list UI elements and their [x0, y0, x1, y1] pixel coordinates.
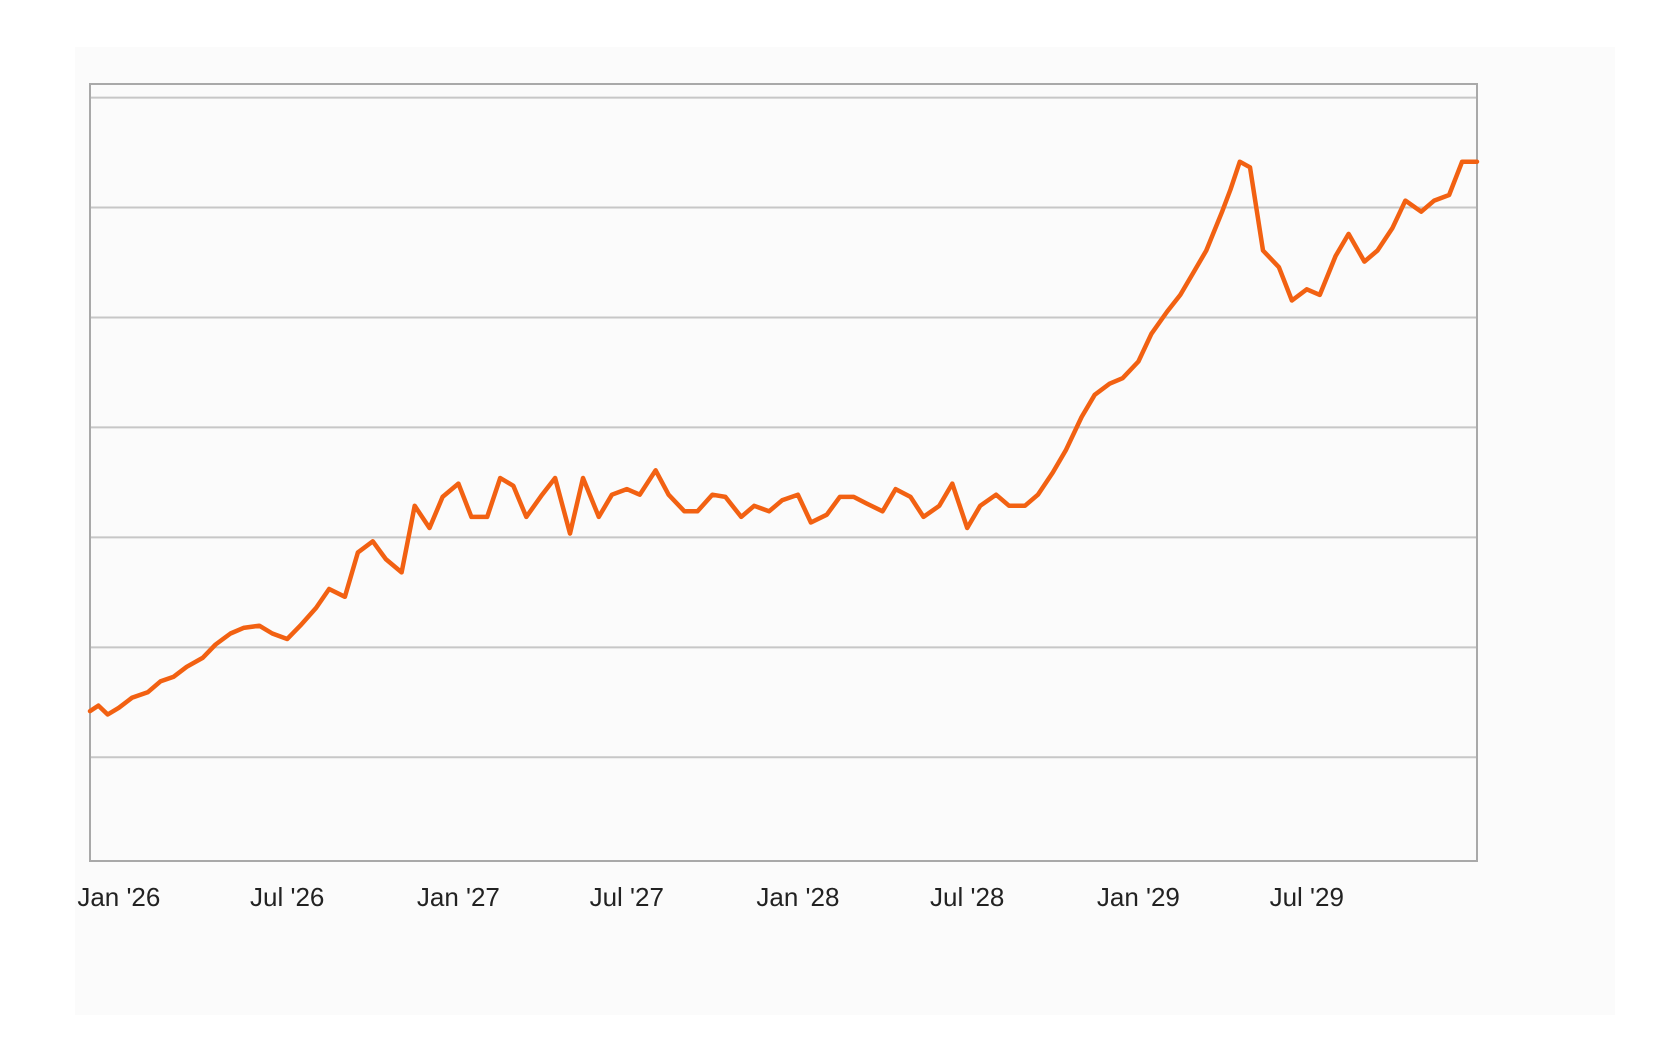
x-tick-label: Jan '26	[77, 882, 160, 912]
x-tick-label: Jul '27	[590, 882, 664, 912]
x-tick-label: Jan '29	[1097, 882, 1180, 912]
x-tick-label: Jul '29	[1270, 882, 1344, 912]
x-tick-label: Jul '26	[250, 882, 324, 912]
line-chart: Jan '26 Jul '26 Jan '27 Jul '27 Jan '28 Jul '…	[77, 83, 1480, 912]
x-tick-label: Jul '28	[930, 882, 1004, 912]
plot-frame	[89, 83, 1478, 862]
y-gridlines	[90, 96, 1477, 759]
x-tick-label: Jan '27	[417, 882, 500, 912]
series-line	[87, 159, 1480, 717]
x-tick-label: Jan '28	[756, 882, 839, 912]
x-axis-tick-labels: Jan '26 Jul '26 Jan '27 Jul '27 Jan '28 Jul '…	[77, 882, 1344, 912]
chart-container: Jan '26 Jul '26 Jan '27 Jul '27 Jan '28 Jul '…	[75, 47, 1615, 1015]
